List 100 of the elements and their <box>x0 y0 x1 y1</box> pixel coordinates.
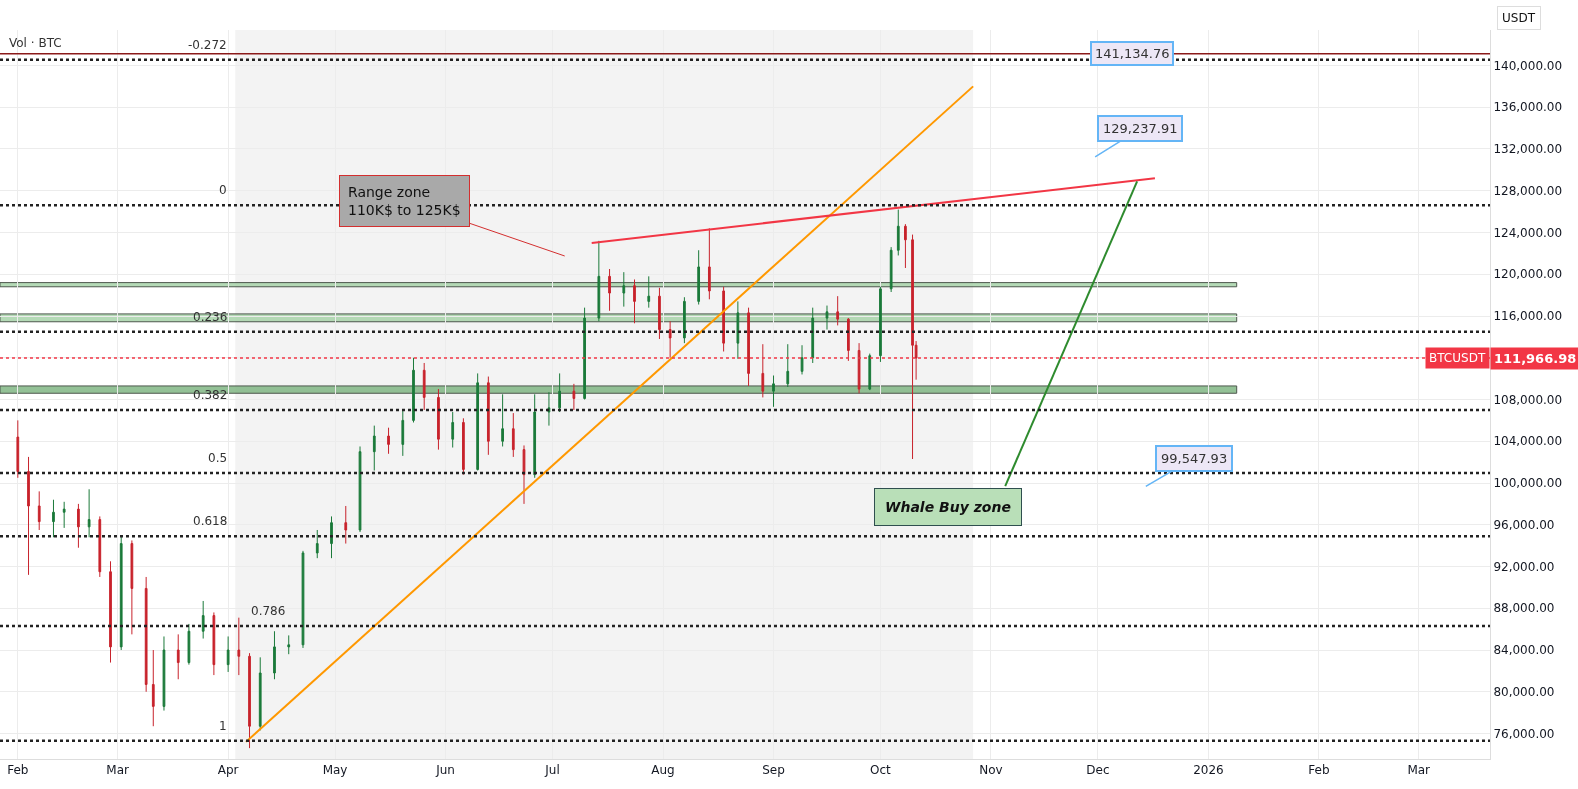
candlestick <box>130 539 134 635</box>
annotation: BTCUSDT <box>1429 351 1486 365</box>
y-tick-label: 116,000.00 <box>1493 309 1563 324</box>
candlestick <box>401 409 405 457</box>
candlestick <box>151 649 155 727</box>
annotation: 0.5 <box>208 451 228 465</box>
candlestick <box>37 490 41 531</box>
candlestick <box>911 234 914 460</box>
candlestick <box>62 501 66 529</box>
x-tick-label: Feb <box>1308 763 1330 778</box>
candlestick <box>597 240 601 322</box>
x-tick-label: Oct <box>870 763 892 778</box>
y-tick-label: 88,000.00 <box>1493 601 1555 616</box>
annotation: 1 <box>219 719 227 733</box>
y-tick-label: 76,000.00 <box>1493 726 1555 741</box>
candlestick <box>201 600 205 640</box>
y-tick-label: 104,000.00 <box>1493 434 1563 449</box>
x-tick-label: Aug <box>651 763 675 778</box>
candlestick <box>248 652 251 749</box>
annotation: 99,547.93 <box>1161 451 1228 466</box>
candlestick <box>761 343 765 398</box>
candlestick <box>904 223 907 269</box>
y-tick-label: 96,000.00 <box>1493 517 1555 532</box>
candlestick <box>533 393 537 479</box>
annotation: 0.236 <box>193 310 228 324</box>
x-tick-label: Jun <box>435 763 455 778</box>
x-tick-label: Feb <box>7 763 29 778</box>
x-tick-label: Sep <box>762 763 785 778</box>
y-axis-title: USDT <box>1502 11 1536 25</box>
candlestick <box>98 515 102 578</box>
candlestick <box>800 344 804 375</box>
candlestick <box>273 630 276 680</box>
ref-line-label: 141,134.76 <box>1095 46 1170 61</box>
candlestick <box>330 515 333 559</box>
candlestick <box>476 372 480 471</box>
candlestick <box>707 227 711 300</box>
candlestick <box>462 417 465 476</box>
annotation: 0.786 <box>251 604 286 618</box>
candlestick <box>786 343 790 388</box>
candlestick <box>511 412 515 458</box>
y-tick-label: 92,000.00 <box>1493 559 1555 574</box>
annotation: 0 <box>219 183 227 197</box>
candlestick <box>162 635 166 712</box>
candlestick <box>747 307 750 387</box>
x-tick-label: Mar <box>1407 763 1431 778</box>
candlestick <box>825 305 829 331</box>
y-tick-label: 128,000.00 <box>1493 183 1563 198</box>
annotation: 129,237.91 <box>1103 121 1178 136</box>
candlestick <box>847 317 850 362</box>
candlestick <box>287 634 291 655</box>
candlestick <box>109 560 112 664</box>
candlestick <box>572 383 576 411</box>
candlestick <box>633 278 636 324</box>
candlestick <box>697 249 701 306</box>
x-tick-label: Nov <box>979 763 1003 778</box>
candlestick <box>501 393 504 447</box>
candlestick <box>372 425 376 471</box>
annotation: Whale Buy zone <box>885 499 1011 515</box>
annotation: Vol · BTC <box>9 36 62 50</box>
candlestick <box>772 375 775 408</box>
candlestick <box>879 286 882 363</box>
annotation: 0.618 <box>193 514 228 528</box>
candlestick <box>301 550 305 649</box>
candlestick <box>187 623 191 666</box>
candlestick <box>836 295 840 326</box>
candlestick <box>144 576 148 693</box>
candlestick <box>722 286 725 352</box>
candlestick <box>451 411 455 449</box>
x-tick-label: Apr <box>217 763 239 778</box>
candlestick <box>683 296 686 344</box>
y-tick-label: 108,000.00 <box>1493 392 1563 407</box>
ref-line-label: 111,966.98 <box>1494 351 1577 366</box>
candlestick <box>422 362 426 411</box>
candlestick <box>27 456 30 576</box>
x-tick-label: Jul <box>544 763 560 778</box>
candlestick <box>437 388 440 451</box>
candlestick <box>736 300 740 360</box>
candlestick <box>547 391 551 427</box>
candlestick <box>387 427 390 455</box>
y-tick-label: 80,000.00 <box>1493 684 1555 699</box>
candlestick <box>558 372 562 413</box>
candlestick <box>889 246 893 293</box>
candlestick <box>647 275 651 309</box>
candlestick <box>608 268 611 312</box>
candlestick <box>868 353 872 391</box>
candlestick <box>668 320 672 359</box>
x-tick-label: Mar <box>106 763 130 778</box>
candlestick <box>658 287 661 340</box>
candlestick <box>486 376 490 456</box>
x-tick-label: 2026 <box>1193 763 1224 778</box>
candlestick <box>237 617 241 676</box>
candlestick <box>16 419 20 479</box>
annotation: -0.272 <box>188 38 227 52</box>
x-tick-label: Dec <box>1086 763 1110 778</box>
y-tick-label: 84,000.00 <box>1493 643 1555 658</box>
candlestick <box>52 499 55 538</box>
x-tick-label: May <box>322 763 348 778</box>
candlestick <box>857 342 861 394</box>
y-tick-label: 136,000.00 <box>1493 100 1563 115</box>
y-tick-label: 132,000.00 <box>1493 142 1563 157</box>
